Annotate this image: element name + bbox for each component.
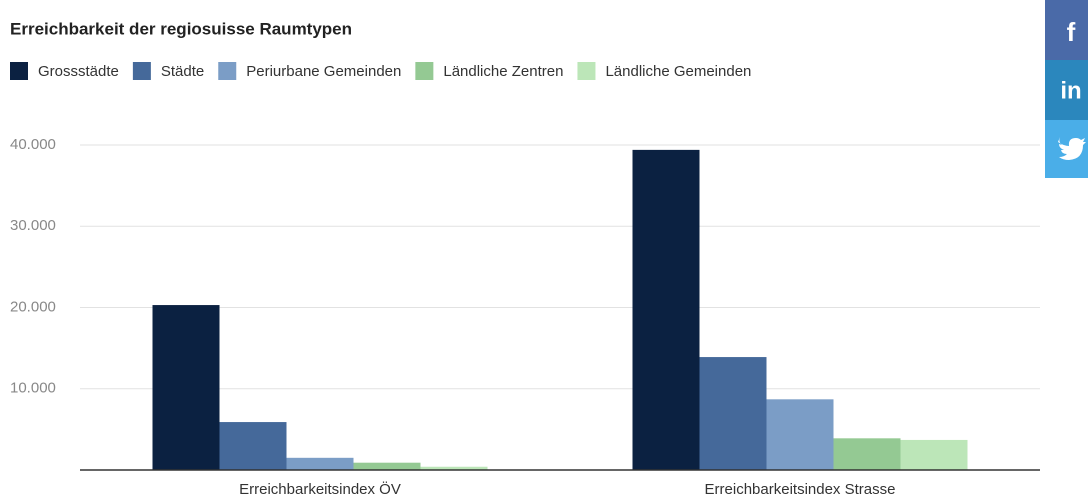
bar bbox=[699, 357, 767, 470]
bar bbox=[900, 439, 968, 470]
y-tick-label: 10.000 bbox=[10, 380, 56, 397]
bar bbox=[766, 399, 834, 470]
linkedin-icon: in bbox=[1060, 77, 1081, 104]
legend-swatch bbox=[218, 62, 237, 80]
legend-swatch bbox=[415, 62, 434, 80]
legend-label: Ländliche Zentren bbox=[443, 63, 563, 80]
y-tick-label: 40.000 bbox=[10, 136, 56, 153]
legend-swatch bbox=[577, 62, 596, 80]
legend-swatch bbox=[10, 62, 28, 80]
y-tick-label: 30.000 bbox=[10, 217, 56, 234]
legend-label: Städte bbox=[161, 63, 204, 80]
facebook-button[interactable] bbox=[1045, 0, 1088, 60]
bar bbox=[833, 438, 901, 470]
legend-label: Grossstädte bbox=[38, 63, 119, 80]
facebook-icon: f bbox=[1067, 17, 1076, 47]
y-tick-label: 20.000 bbox=[10, 298, 56, 315]
x-tick-label: Erreichbarkeitsindex ÖV bbox=[239, 480, 401, 498]
bar bbox=[219, 422, 287, 470]
legend-label: Periurbane Gemeinden bbox=[246, 63, 401, 80]
linkedin-button[interactable] bbox=[1045, 60, 1088, 120]
legend-label: Ländliche Gemeinden bbox=[605, 63, 751, 80]
x-tick-label: Erreichbarkeitsindex Strasse bbox=[705, 481, 896, 498]
bar bbox=[152, 305, 220, 470]
bar bbox=[632, 149, 700, 470]
chart-title: Erreichbarkeit der regiosuisse Raumtypen bbox=[10, 19, 352, 38]
bar bbox=[353, 462, 421, 470]
bar bbox=[286, 457, 354, 470]
legend-swatch bbox=[132, 62, 151, 80]
bar bbox=[420, 466, 488, 470]
twitter-icon bbox=[1058, 137, 1086, 160]
